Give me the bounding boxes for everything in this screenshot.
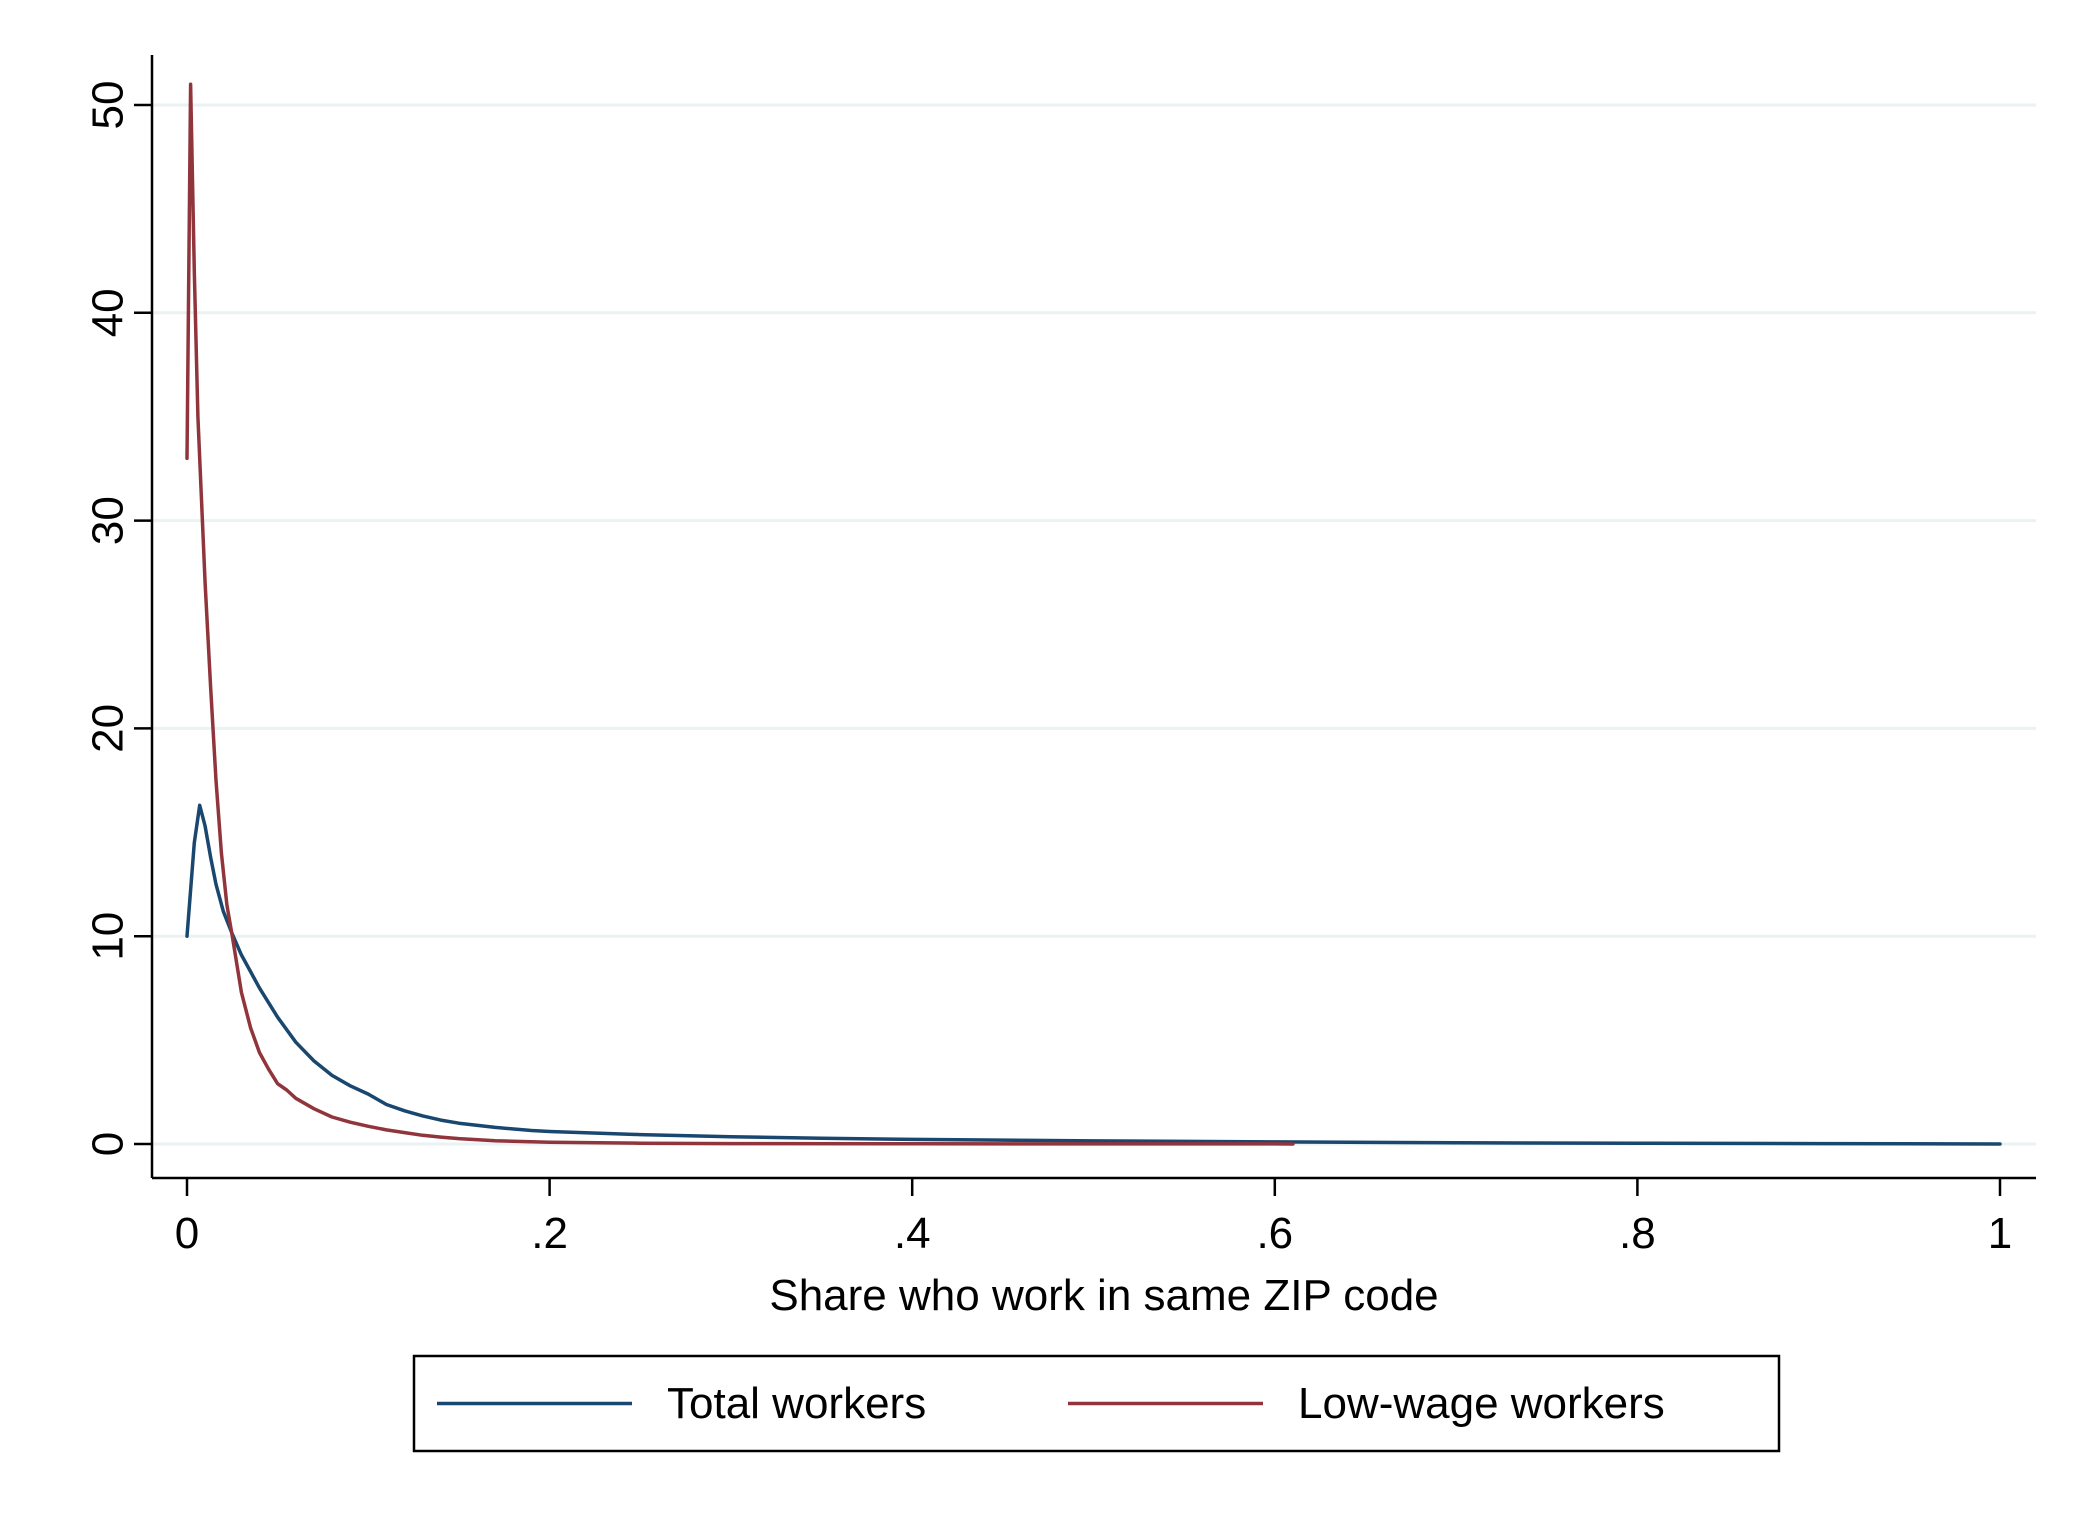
gridlines <box>152 103 2036 1146</box>
x-tick-label: .8 <box>1619 1209 1656 1258</box>
y-tick-label: 40 <box>84 288 133 337</box>
x-tick-label: .6 <box>1256 1209 1293 1258</box>
series-line-2 <box>185 82 1295 1146</box>
y-axis-ticks: 0 10 20 30 40 50 <box>84 81 152 1156</box>
y-tick-label: 0 <box>84 1132 133 1156</box>
x-axis-ticks: 0 .2 .4 .6 .8 1 <box>175 1178 2012 1258</box>
series-lines <box>185 82 2002 1146</box>
y-tick-label: 30 <box>84 496 133 545</box>
x-tick-label: .2 <box>531 1209 568 1258</box>
legend-label-1: Total workers <box>667 1379 926 1428</box>
series-line-1 <box>185 803 2002 1146</box>
x-tick-label: .4 <box>894 1209 931 1258</box>
x-tick-label: 0 <box>175 1209 199 1258</box>
x-axis-label: Share who work in same ZIP code <box>769 1271 1438 1320</box>
legend-label-2: Low-wage workers <box>1298 1379 1665 1428</box>
x-tick-label: 1 <box>1988 1209 2012 1258</box>
legend: Total workers Low-wage workers <box>412 1354 1781 1453</box>
y-tick-label: 10 <box>84 912 133 961</box>
legend-items: Total workers Low-wage workers <box>437 1379 1665 1428</box>
y-tick-label: 20 <box>84 704 133 753</box>
y-tick-label: 50 <box>84 81 133 130</box>
axes: 0 10 20 30 40 50 0 .2 .4 .6 .8 1 Share who work in… <box>84 55 2036 1320</box>
